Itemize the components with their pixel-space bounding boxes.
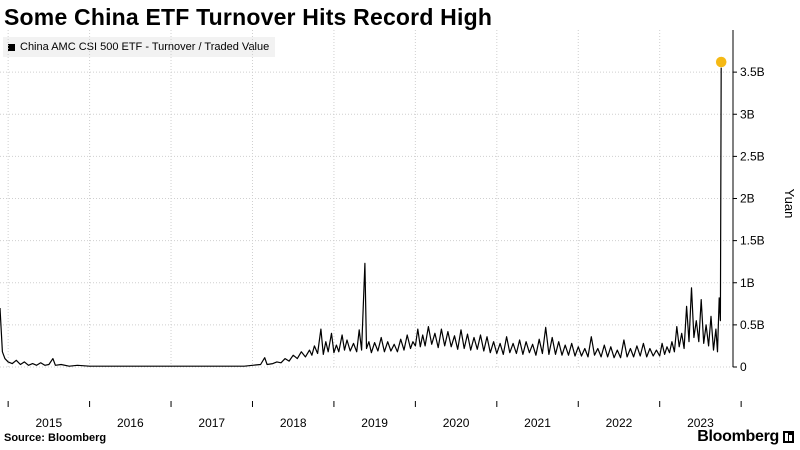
y-tick-label: 0 <box>740 360 747 374</box>
x-tick-label: 2020 <box>443 416 470 430</box>
y-tick-label: 1B <box>740 276 755 290</box>
x-tick-label: 2017 <box>198 416 225 430</box>
chart-title: Some China ETF Turnover Hits Record High <box>4 4 493 30</box>
y-tick-label: 3.5B <box>740 65 765 79</box>
x-tick-label: 2018 <box>280 416 307 430</box>
y-tick-label: 2B <box>740 192 755 206</box>
x-tick-label: 2023 <box>687 416 714 430</box>
y-axis-title: Yuan <box>782 189 797 219</box>
y-tick-label: 3B <box>740 107 755 121</box>
y-tick-label: 0.5B <box>740 318 765 332</box>
bloomberg-logo: Bloomberg <box>697 428 794 446</box>
series-layer <box>0 56 727 367</box>
record-high-marker <box>715 56 727 68</box>
y-tick-label: 2.5B <box>740 149 765 163</box>
legend-swatch-icon <box>8 43 15 51</box>
y-tick-label: 1.5B <box>740 234 765 248</box>
chart-legend: China AMC CSI 500 ETF - Turnover / Trade… <box>3 37 276 57</box>
bloomberg-icon <box>783 431 794 443</box>
brand-name: Bloomberg <box>697 428 779 445</box>
legend-label: China AMC CSI 500 ETF - Turnover / Trade… <box>20 41 270 53</box>
x-tick-label: 2019 <box>361 416 388 430</box>
x-tick-label: 2015 <box>36 416 63 430</box>
series-line <box>0 61 722 367</box>
x-tick-label: 2022 <box>606 416 633 430</box>
grid-layer <box>0 30 733 368</box>
x-tick-label: 2021 <box>524 416 551 430</box>
axis-layer: 0 0.5B 1B 1.5B 2B 2.5B 3B 3.5B 2015 2016 2017 2018 2… <box>7 30 765 430</box>
x-tick-label: 2016 <box>117 416 144 430</box>
source-note: Source: Bloomberg <box>4 432 107 444</box>
